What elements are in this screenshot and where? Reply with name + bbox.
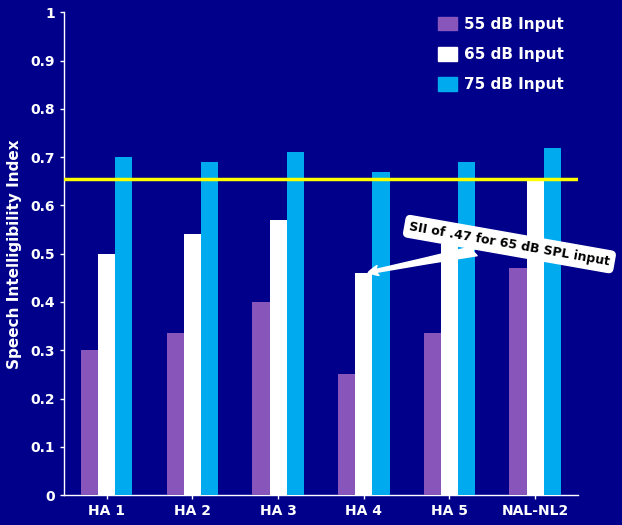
Bar	[373, 172, 389, 495]
Bar	[184, 235, 201, 495]
Bar	[424, 333, 441, 495]
Bar	[441, 244, 458, 495]
Bar	[544, 148, 561, 495]
Bar	[98, 254, 115, 495]
Bar	[527, 181, 544, 495]
Bar	[287, 152, 304, 495]
Bar	[338, 374, 355, 495]
Y-axis label: Speech Intelligibility Index: Speech Intelligibility Index	[7, 139, 22, 369]
Bar	[201, 162, 218, 495]
Bar	[355, 273, 373, 495]
Bar	[167, 333, 184, 495]
Bar	[81, 350, 98, 495]
Legend: 55 dB Input, 65 dB Input, 75 dB Input: 55 dB Input, 65 dB Input, 75 dB Input	[432, 10, 570, 98]
Bar	[509, 268, 527, 495]
Bar	[115, 157, 132, 495]
Bar	[458, 162, 475, 495]
Bar	[253, 302, 269, 495]
Text: SII of .47 for 65 dB SPL input: SII of .47 for 65 dB SPL input	[368, 220, 611, 276]
Bar	[269, 220, 287, 495]
